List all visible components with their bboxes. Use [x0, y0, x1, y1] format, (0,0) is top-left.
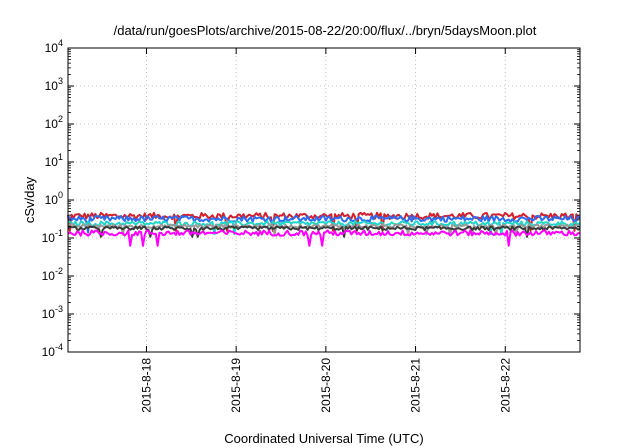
y-tick-label: 101 [45, 152, 63, 169]
series-line-3 [68, 220, 581, 236]
series-line-2 [67, 214, 581, 234]
x-tick-label: 2015-8-19 [229, 358, 243, 413]
x-tick-label: 2015-8-22 [498, 358, 512, 413]
grid [68, 48, 580, 352]
y-tick-label: 10-1 [42, 228, 63, 245]
series-line-5 [67, 225, 581, 238]
x-tick-label: 2015-8-18 [139, 358, 153, 413]
chart-title: /data/run/goesPlots/archive/2015-08-22/2… [114, 23, 537, 38]
y-tick-label: 103 [45, 76, 63, 93]
x-tick-label: 2015-8-20 [319, 358, 333, 413]
y-axis: 10-4 10-3 10-2 10-1 100 101 102 103 104 [42, 38, 580, 359]
y-axis-label: cSv/day [22, 176, 37, 223]
series-line-1 [67, 211, 581, 232]
x-axis-label: Coordinated Universal Time (UTC) [224, 431, 423, 446]
y-tick-label: 10-2 [42, 266, 63, 283]
y-tick-label: 100 [45, 190, 63, 207]
y-tick-label: 102 [45, 114, 63, 131]
x-axis: 2015-8-18 2015-8-19 2015-8-20 2015-8-21 2015… [139, 48, 512, 413]
y-tick-label: 10-3 [42, 304, 63, 321]
y-tick-label: 104 [45, 38, 63, 55]
x-tick-label: 2015-8-21 [409, 358, 423, 413]
plot-series [67, 211, 581, 247]
series-line-6 [67, 229, 581, 247]
y-tick-label: 10-4 [42, 342, 63, 359]
